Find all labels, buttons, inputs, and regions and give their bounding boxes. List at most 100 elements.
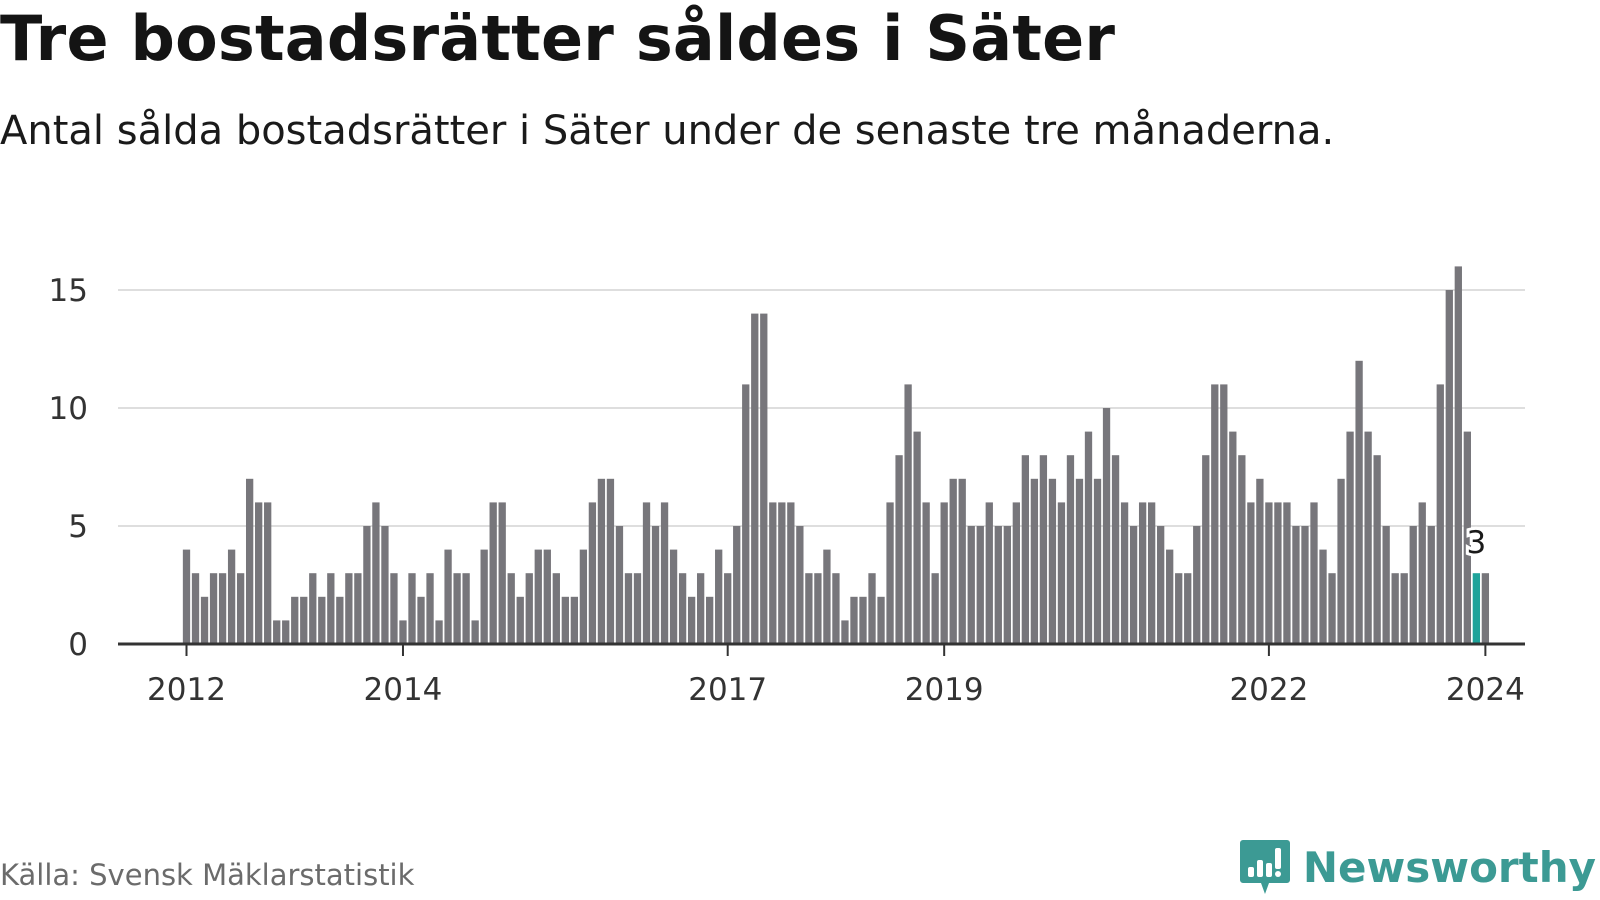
bar (1400, 573, 1408, 644)
bar (453, 573, 461, 644)
y-tick-label: 5 (68, 509, 88, 545)
bar (1445, 290, 1453, 644)
bar (606, 478, 615, 644)
bar (381, 526, 389, 644)
bar (1129, 526, 1138, 644)
bar (706, 596, 714, 644)
source-note: Källa: Svensk Mäklarstatistik (0, 858, 415, 892)
bar (579, 549, 588, 644)
bar (309, 573, 317, 644)
bar (255, 502, 263, 644)
gridlines (118, 289, 1525, 527)
bar (1328, 573, 1336, 644)
bar (651, 526, 660, 644)
bar (1274, 502, 1282, 644)
chart-title: Tre bostadsrätter såldes i Säter (0, 2, 1116, 75)
bar (1030, 478, 1039, 644)
bar (841, 620, 849, 644)
bar (805, 573, 813, 644)
bar-chart: 0 5 10 15 2012 2014 2017 2019 2022 2024 3 (49, 266, 1525, 708)
bar (949, 478, 957, 644)
bar (1048, 478, 1057, 644)
bar (1157, 526, 1165, 644)
bar (516, 596, 524, 644)
bar (967, 526, 975, 644)
bar (687, 596, 696, 644)
bar (408, 573, 416, 644)
bar (1039, 455, 1048, 644)
y-tick-label: 10 (49, 391, 88, 427)
bar (245, 478, 254, 644)
bar (1138, 502, 1147, 644)
y-tick-label: 0 (68, 627, 88, 663)
bar (444, 549, 452, 644)
bar (678, 573, 687, 644)
x-tick-label: 2014 (364, 672, 443, 708)
bar (1102, 408, 1111, 644)
bar (525, 573, 533, 644)
bar (823, 549, 831, 644)
bar (742, 384, 750, 644)
bar (624, 573, 633, 644)
bar (291, 596, 299, 644)
bar (426, 573, 434, 644)
brand-name: Newsworthy (1302, 842, 1596, 892)
bar (390, 573, 398, 644)
chart-subtitle: Antal sålda bostadsrätter i Säter under … (0, 108, 1335, 154)
bar (859, 596, 867, 644)
bar (1310, 502, 1318, 644)
bar (209, 573, 218, 644)
x-tick-label: 2019 (905, 672, 984, 708)
bar (724, 573, 732, 644)
bar (904, 384, 912, 644)
highlight-value-label: 3 (1466, 525, 1486, 561)
bar (985, 502, 993, 644)
bar (850, 596, 858, 644)
bar (462, 573, 470, 644)
bar (660, 502, 669, 644)
bar (895, 455, 903, 644)
bar (534, 549, 542, 644)
bar (399, 620, 407, 644)
bar (715, 549, 723, 644)
bar (922, 502, 930, 644)
bar (814, 573, 822, 644)
bar (1093, 478, 1102, 644)
bar (552, 573, 560, 644)
bar (1229, 431, 1237, 644)
bar (633, 573, 642, 644)
bar (1463, 431, 1471, 644)
bar (588, 502, 597, 644)
bar (300, 596, 308, 644)
bar (1202, 455, 1210, 644)
bar (769, 502, 777, 644)
bar (327, 573, 335, 644)
bar (994, 526, 1002, 644)
bar (597, 478, 606, 644)
bar (778, 502, 786, 644)
bar (417, 596, 425, 644)
bar (1409, 526, 1417, 644)
bar (868, 573, 876, 644)
bar (886, 502, 894, 644)
x-tick-label: 2012 (147, 672, 226, 708)
bar (696, 573, 705, 644)
bar (200, 596, 209, 644)
brand-logo[interactable]: Newsworthy (1239, 838, 1596, 896)
bar (372, 502, 380, 644)
bars (182, 266, 1490, 644)
labels: 0 5 10 15 2012 2014 2017 2019 2022 2024 3 (49, 273, 1525, 708)
bar (282, 620, 290, 644)
bar (489, 502, 497, 644)
bar (1265, 502, 1273, 644)
bar (642, 502, 651, 644)
bar (940, 502, 948, 644)
bar (1175, 573, 1183, 644)
axes (118, 642, 1525, 656)
bar (958, 478, 966, 644)
bar (1391, 573, 1399, 644)
bar (760, 313, 768, 644)
bar (1220, 384, 1228, 644)
bar (1373, 455, 1381, 644)
bar (1364, 431, 1372, 644)
